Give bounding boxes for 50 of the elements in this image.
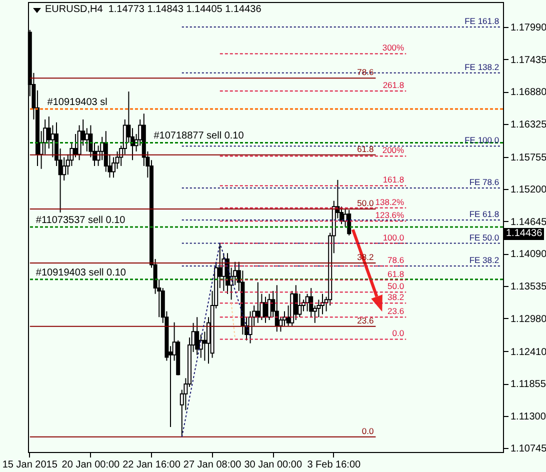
y-tick-label: 1.16880 [510,87,546,98]
series-label: 23.6 [388,306,404,316]
ref-line-label: #11073537 sell 0.10 [36,215,126,226]
y-tick-label: 1.17990 [510,22,546,34]
series-label: FE 161.8 [464,16,500,26]
series-label: 38.2 [388,292,404,302]
series-label: 61.8 [357,144,374,154]
y-tick-label: 1.13535 [510,282,546,293]
series-label: 100.0 [382,232,404,242]
series-label: 300% [382,42,405,53]
ref-line-label: #10919403 sl [47,96,108,108]
series-label: 161.8 [382,174,404,185]
y-tick-label: 1.11855 [510,379,546,390]
series-label: 261.8 [382,80,404,90]
series-label: 50.0 [388,281,404,292]
series-label: 50.0 [357,198,374,208]
series-label: FE 78.6 [469,177,500,188]
series-label: FE 138.2 [464,62,500,72]
ref-line-label: #10718877 sell 0.10 [154,130,244,142]
x-tick-label: 22 Jan 16:00 [122,460,181,470]
text: 1.14436 [504,228,544,240]
x-tick-label: 15 Jan 2015 [2,460,58,470]
ref-line-label: #10919403 sell 0.10 [36,267,126,278]
y-tick-label: 1.11300 [510,411,546,422]
series-label: 123.6% [375,210,405,220]
series-label: FE 61.8 [469,209,500,220]
series-label: 200% [382,145,405,156]
x-tick-label: 20 Jan 00:00 [62,460,120,470]
series-label: FE 50.0 [469,232,500,242]
y-tick-label: 1.12410 [510,346,546,358]
y-tick-label: 1.12980 [510,314,546,325]
series-label: 78.6 [357,67,374,78]
series-label: 0.0 [362,426,374,436]
x-tick-label: 30 Jan 00:00 [244,460,302,470]
series-label: FE 38.2 [469,254,500,265]
series-label: 78.6 [388,254,404,265]
y-tick-label: 1.14090 [510,249,546,260]
y-tick-label: 1.15755 [510,152,546,164]
chart-title: EURUSD,H4 1.14773 1.14843 1.14405 1.14436 [45,4,262,16]
x-tick-label: 3 Feb 16:00 [307,460,362,470]
y-tick-label: 1.17435 [510,54,546,66]
series-label: 138.2% [375,196,405,207]
series-label: 61.8 [388,268,404,279]
y-tick-label: 1.10745 [510,444,546,455]
x-tick-label: 27 Jan 08:00 [183,460,242,470]
y-tick-label: 1.15200 [510,184,546,196]
series-label: 23.6 [357,315,374,326]
y-tick-label: 1.16325 [510,119,546,130]
y-tick-label: 1.14645 [510,216,546,228]
series-label: 0.0 [392,328,404,338]
